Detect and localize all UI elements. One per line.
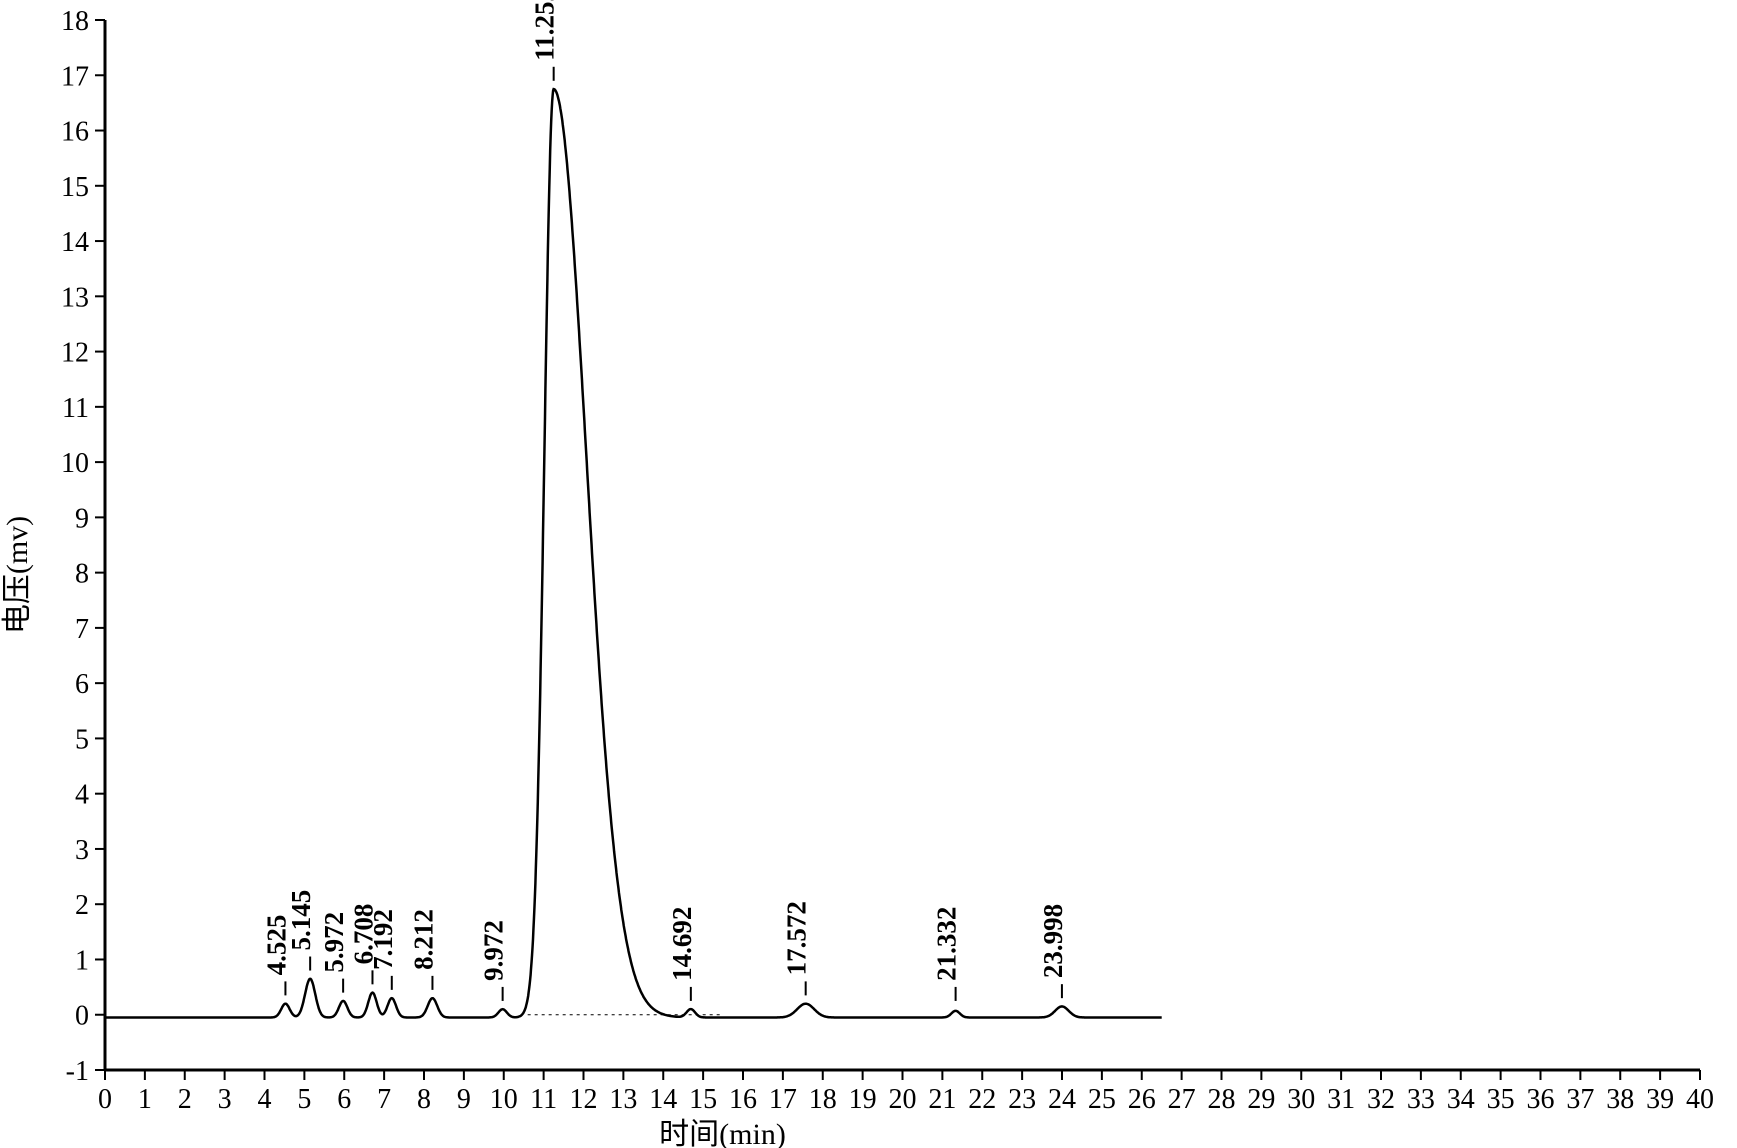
svg-text:39: 39 — [1646, 1084, 1674, 1115]
svg-text:0: 0 — [98, 1084, 112, 1115]
svg-text:27: 27 — [1168, 1084, 1196, 1115]
svg-text:2: 2 — [178, 1084, 192, 1115]
svg-text:11: 11 — [62, 393, 89, 424]
svg-text:5: 5 — [297, 1084, 311, 1115]
svg-text:33: 33 — [1407, 1084, 1435, 1115]
peak-label: 8.212 — [408, 909, 438, 970]
svg-text:17: 17 — [769, 1084, 797, 1115]
chromatogram-chart: -101234567891011121314151617180123456789… — [0, 0, 1737, 1148]
svg-text:4: 4 — [258, 1084, 272, 1115]
svg-text:9: 9 — [75, 503, 89, 534]
svg-text:32: 32 — [1367, 1084, 1395, 1115]
svg-text:10: 10 — [490, 1084, 518, 1115]
svg-text:18: 18 — [809, 1084, 837, 1115]
svg-text:16: 16 — [61, 117, 89, 148]
peak-label: 17.572 — [782, 901, 812, 975]
chart-svg: -101234567891011121314151617180123456789… — [0, 0, 1737, 1148]
svg-text:35: 35 — [1487, 1084, 1515, 1115]
svg-text:18: 18 — [61, 6, 89, 37]
svg-text:14: 14 — [61, 227, 89, 258]
svg-text:电压(mv): 电压(mv) — [1, 516, 34, 634]
svg-text:4: 4 — [75, 780, 89, 811]
svg-text:21: 21 — [928, 1084, 956, 1115]
svg-text:36: 36 — [1527, 1084, 1555, 1115]
peak-label: 5.972 — [319, 912, 349, 973]
peak-label: 14.692 — [667, 907, 697, 981]
svg-text:3: 3 — [218, 1084, 232, 1115]
peak-label: 9.972 — [479, 920, 509, 981]
svg-text:12: 12 — [570, 1084, 598, 1115]
svg-text:8: 8 — [417, 1084, 431, 1115]
svg-text:6: 6 — [75, 669, 89, 700]
svg-text:2: 2 — [75, 890, 89, 921]
peak-label: 5.145 — [286, 890, 316, 951]
svg-text:13: 13 — [61, 282, 89, 313]
svg-text:1: 1 — [75, 945, 89, 976]
svg-text:19: 19 — [849, 1084, 877, 1115]
svg-text:38: 38 — [1606, 1084, 1634, 1115]
svg-text:15: 15 — [689, 1084, 717, 1115]
svg-text:25: 25 — [1088, 1084, 1116, 1115]
peak-label: 7.192 — [368, 909, 398, 970]
svg-text:10: 10 — [61, 448, 89, 479]
svg-text:29: 29 — [1247, 1084, 1275, 1115]
svg-text:24: 24 — [1048, 1084, 1076, 1115]
svg-text:15: 15 — [61, 172, 89, 203]
svg-text:26: 26 — [1128, 1084, 1156, 1115]
svg-text:34: 34 — [1447, 1084, 1475, 1115]
peak-label: 23.998 — [1038, 904, 1068, 978]
svg-text:37: 37 — [1566, 1084, 1594, 1115]
svg-text:14: 14 — [649, 1084, 677, 1115]
peak-label: 11.252 — [530, 0, 560, 61]
svg-text:9: 9 — [457, 1084, 471, 1115]
svg-text:40: 40 — [1686, 1084, 1714, 1115]
svg-text:3: 3 — [75, 835, 89, 866]
svg-text:时间(min): 时间(min) — [659, 1118, 786, 1148]
svg-text:16: 16 — [729, 1084, 757, 1115]
svg-text:28: 28 — [1208, 1084, 1236, 1115]
svg-text:7: 7 — [75, 614, 89, 645]
svg-text:6: 6 — [337, 1084, 351, 1115]
svg-text:1: 1 — [138, 1084, 152, 1115]
svg-text:13: 13 — [609, 1084, 637, 1115]
svg-text:8: 8 — [75, 559, 89, 590]
svg-text:5: 5 — [75, 724, 89, 755]
svg-text:30: 30 — [1287, 1084, 1315, 1115]
svg-text:23: 23 — [1008, 1084, 1036, 1115]
svg-text:0: 0 — [75, 1001, 89, 1032]
peak-label: 21.332 — [932, 907, 962, 981]
svg-text:31: 31 — [1327, 1084, 1355, 1115]
svg-text:11: 11 — [530, 1084, 557, 1115]
svg-text:12: 12 — [61, 338, 89, 369]
svg-text:17: 17 — [61, 61, 89, 92]
svg-text:22: 22 — [968, 1084, 996, 1115]
svg-text:7: 7 — [377, 1084, 391, 1115]
svg-text:-1: -1 — [66, 1056, 89, 1087]
chromatogram-trace — [105, 89, 1162, 1017]
svg-text:20: 20 — [889, 1084, 917, 1115]
